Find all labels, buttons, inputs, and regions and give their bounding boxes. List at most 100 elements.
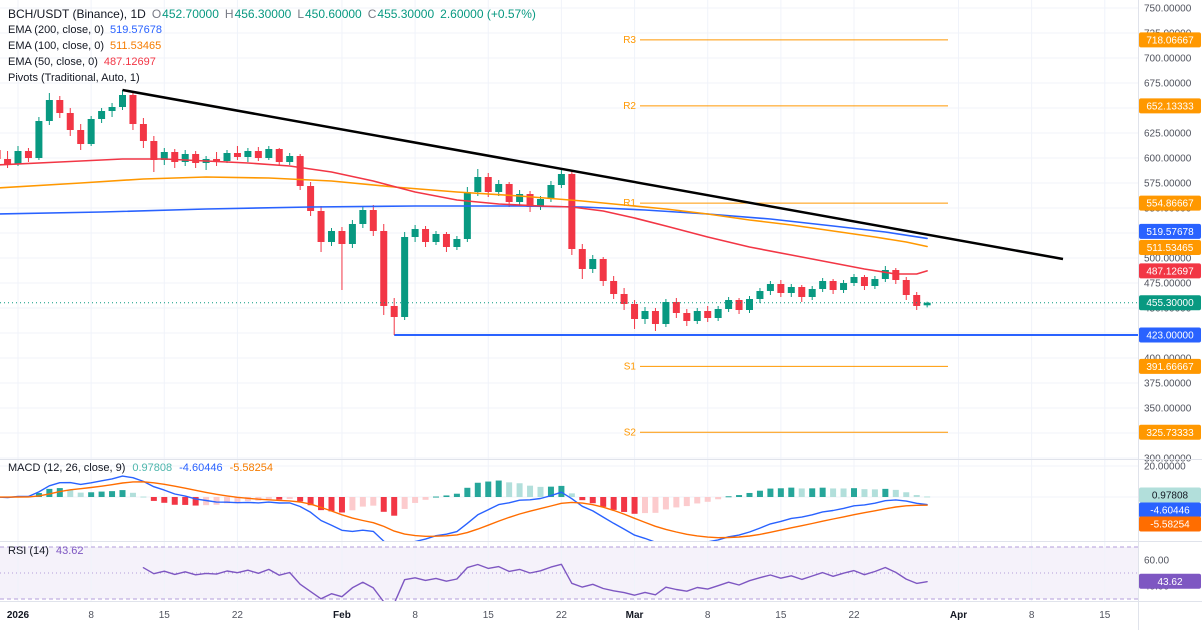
candle xyxy=(317,211,325,242)
macd-hist-bar xyxy=(527,485,534,497)
candle xyxy=(87,119,95,144)
candle xyxy=(129,95,137,124)
macd-hist-bar xyxy=(756,490,763,497)
macd-hist-bar xyxy=(704,497,711,502)
candle xyxy=(286,156,294,162)
macd-hist-bar xyxy=(568,493,575,497)
macd-hist-bar xyxy=(495,480,502,497)
candle xyxy=(66,113,74,130)
candle xyxy=(56,100,64,113)
ema50-value: 487.12697 xyxy=(103,56,156,68)
macd-hist-bar xyxy=(318,497,325,511)
candle xyxy=(557,174,565,185)
macd-hist-bar xyxy=(694,497,701,504)
macd-signal-value: -5.58254 xyxy=(229,462,274,474)
macd-hist-bar xyxy=(631,497,638,514)
macd-hist-bar xyxy=(621,497,628,512)
candle xyxy=(463,192,471,239)
trendline[interactable] xyxy=(122,88,1064,261)
macd-hist-bar xyxy=(913,495,920,497)
macd-hist-bar xyxy=(150,497,157,501)
macd-hist-bar xyxy=(871,489,878,497)
candle xyxy=(484,177,492,192)
indicator-ema100[interactable]: EMA (100, close, 0) 511.53465 xyxy=(8,38,536,54)
candle xyxy=(160,152,168,160)
candle xyxy=(808,289,816,297)
macd-hist-bar xyxy=(506,482,513,497)
candle xyxy=(181,154,189,162)
rsi-line xyxy=(142,563,928,601)
macd-hist-bar xyxy=(140,496,147,498)
symbol-title[interactable]: BCH/USDT (Binance), 1D xyxy=(8,6,146,21)
candle xyxy=(651,311,659,324)
candle xyxy=(746,299,753,310)
candle xyxy=(766,284,774,291)
candle xyxy=(390,306,398,317)
candle xyxy=(610,281,618,294)
candle xyxy=(275,149,283,162)
candle xyxy=(693,311,701,321)
macd-hist-bar xyxy=(129,492,136,497)
svg-text:554.86667: 554.86667 xyxy=(1146,199,1194,210)
candle xyxy=(641,311,649,319)
indicator-macd[interactable]: MACD (12, 26, close, 9) 0.97808 -4.60446… xyxy=(8,462,273,474)
candle xyxy=(411,229,419,237)
macd-hist-bar xyxy=(683,497,690,507)
indicator-pivots[interactable]: Pivots (Traditional, Auto, 1) xyxy=(8,70,536,86)
macd-axis-label: 20.00000 xyxy=(1144,462,1186,473)
candle xyxy=(892,270,900,280)
symbol-row[interactable]: BCH/USDT (Binance), 1D O 452.70000 H 456.3… xyxy=(8,5,536,22)
macd-hist-bar xyxy=(359,497,366,507)
macd-hist-bar xyxy=(192,497,199,506)
macd-hist-bar xyxy=(422,497,429,500)
time-axis-label: 15 xyxy=(483,610,495,621)
candle xyxy=(913,295,921,306)
candle xyxy=(254,151,262,158)
time-axis-label: Feb xyxy=(333,610,351,621)
macd-line-value: -4.60446 xyxy=(179,462,223,474)
ema200-label: EMA (200, close, 0) xyxy=(8,24,104,36)
svg-text:-4.60446: -4.60446 xyxy=(1150,506,1190,517)
price-axis-label: 750.00000 xyxy=(1144,4,1192,15)
svg-text:455.30000: 455.30000 xyxy=(1146,298,1194,309)
rsi-badge: 43.62 xyxy=(1139,573,1201,589)
macd-hist-bar xyxy=(715,497,722,500)
time-axis-label: Apr xyxy=(950,610,967,621)
macd-hist-bar xyxy=(109,491,116,497)
time-axis-label: 15 xyxy=(775,610,787,621)
ohlc-close: C 455.30000 xyxy=(368,7,434,21)
indicator-rsi[interactable]: RSI (14) 43.62 xyxy=(8,545,84,557)
macd-hist-bar xyxy=(401,497,408,509)
candle xyxy=(505,184,513,202)
candle xyxy=(725,300,733,309)
candle xyxy=(704,311,712,318)
svg-text:325.73333: 325.73333 xyxy=(1146,428,1194,439)
price-badge: 423.00000 xyxy=(1139,327,1201,343)
candle xyxy=(192,154,200,163)
candle xyxy=(380,231,388,306)
macd-hist-bar xyxy=(652,497,659,513)
candle xyxy=(244,151,252,157)
macd-hist-bar xyxy=(809,488,816,497)
svg-text:487.12697: 487.12697 xyxy=(1146,266,1194,277)
candle xyxy=(923,302,931,306)
time-axis-label: 8 xyxy=(705,610,711,621)
price-badge: 718.06667 xyxy=(1139,32,1201,48)
candle xyxy=(589,259,597,269)
indicator-ema50[interactable]: EMA (50, close, 0) 487.12697 xyxy=(8,54,536,70)
candle xyxy=(432,234,440,242)
macd-hist-bar xyxy=(35,493,42,497)
indicator-ema200[interactable]: EMA (200, close, 0) 519.57678 xyxy=(8,22,536,38)
high-label: H xyxy=(224,6,234,21)
candle xyxy=(756,291,764,299)
open-label: O xyxy=(151,6,162,21)
macd-hist-bar xyxy=(610,497,617,510)
candle xyxy=(307,186,315,211)
time-axis-label: 22 xyxy=(556,610,568,621)
ema-100-line xyxy=(0,176,928,248)
legend: BCH/USDT (Binance), 1D O 452.70000 H 456.3… xyxy=(8,5,536,86)
candle xyxy=(850,277,858,283)
candle xyxy=(139,124,147,141)
ohlc-open: O 452.70000 xyxy=(152,7,219,21)
